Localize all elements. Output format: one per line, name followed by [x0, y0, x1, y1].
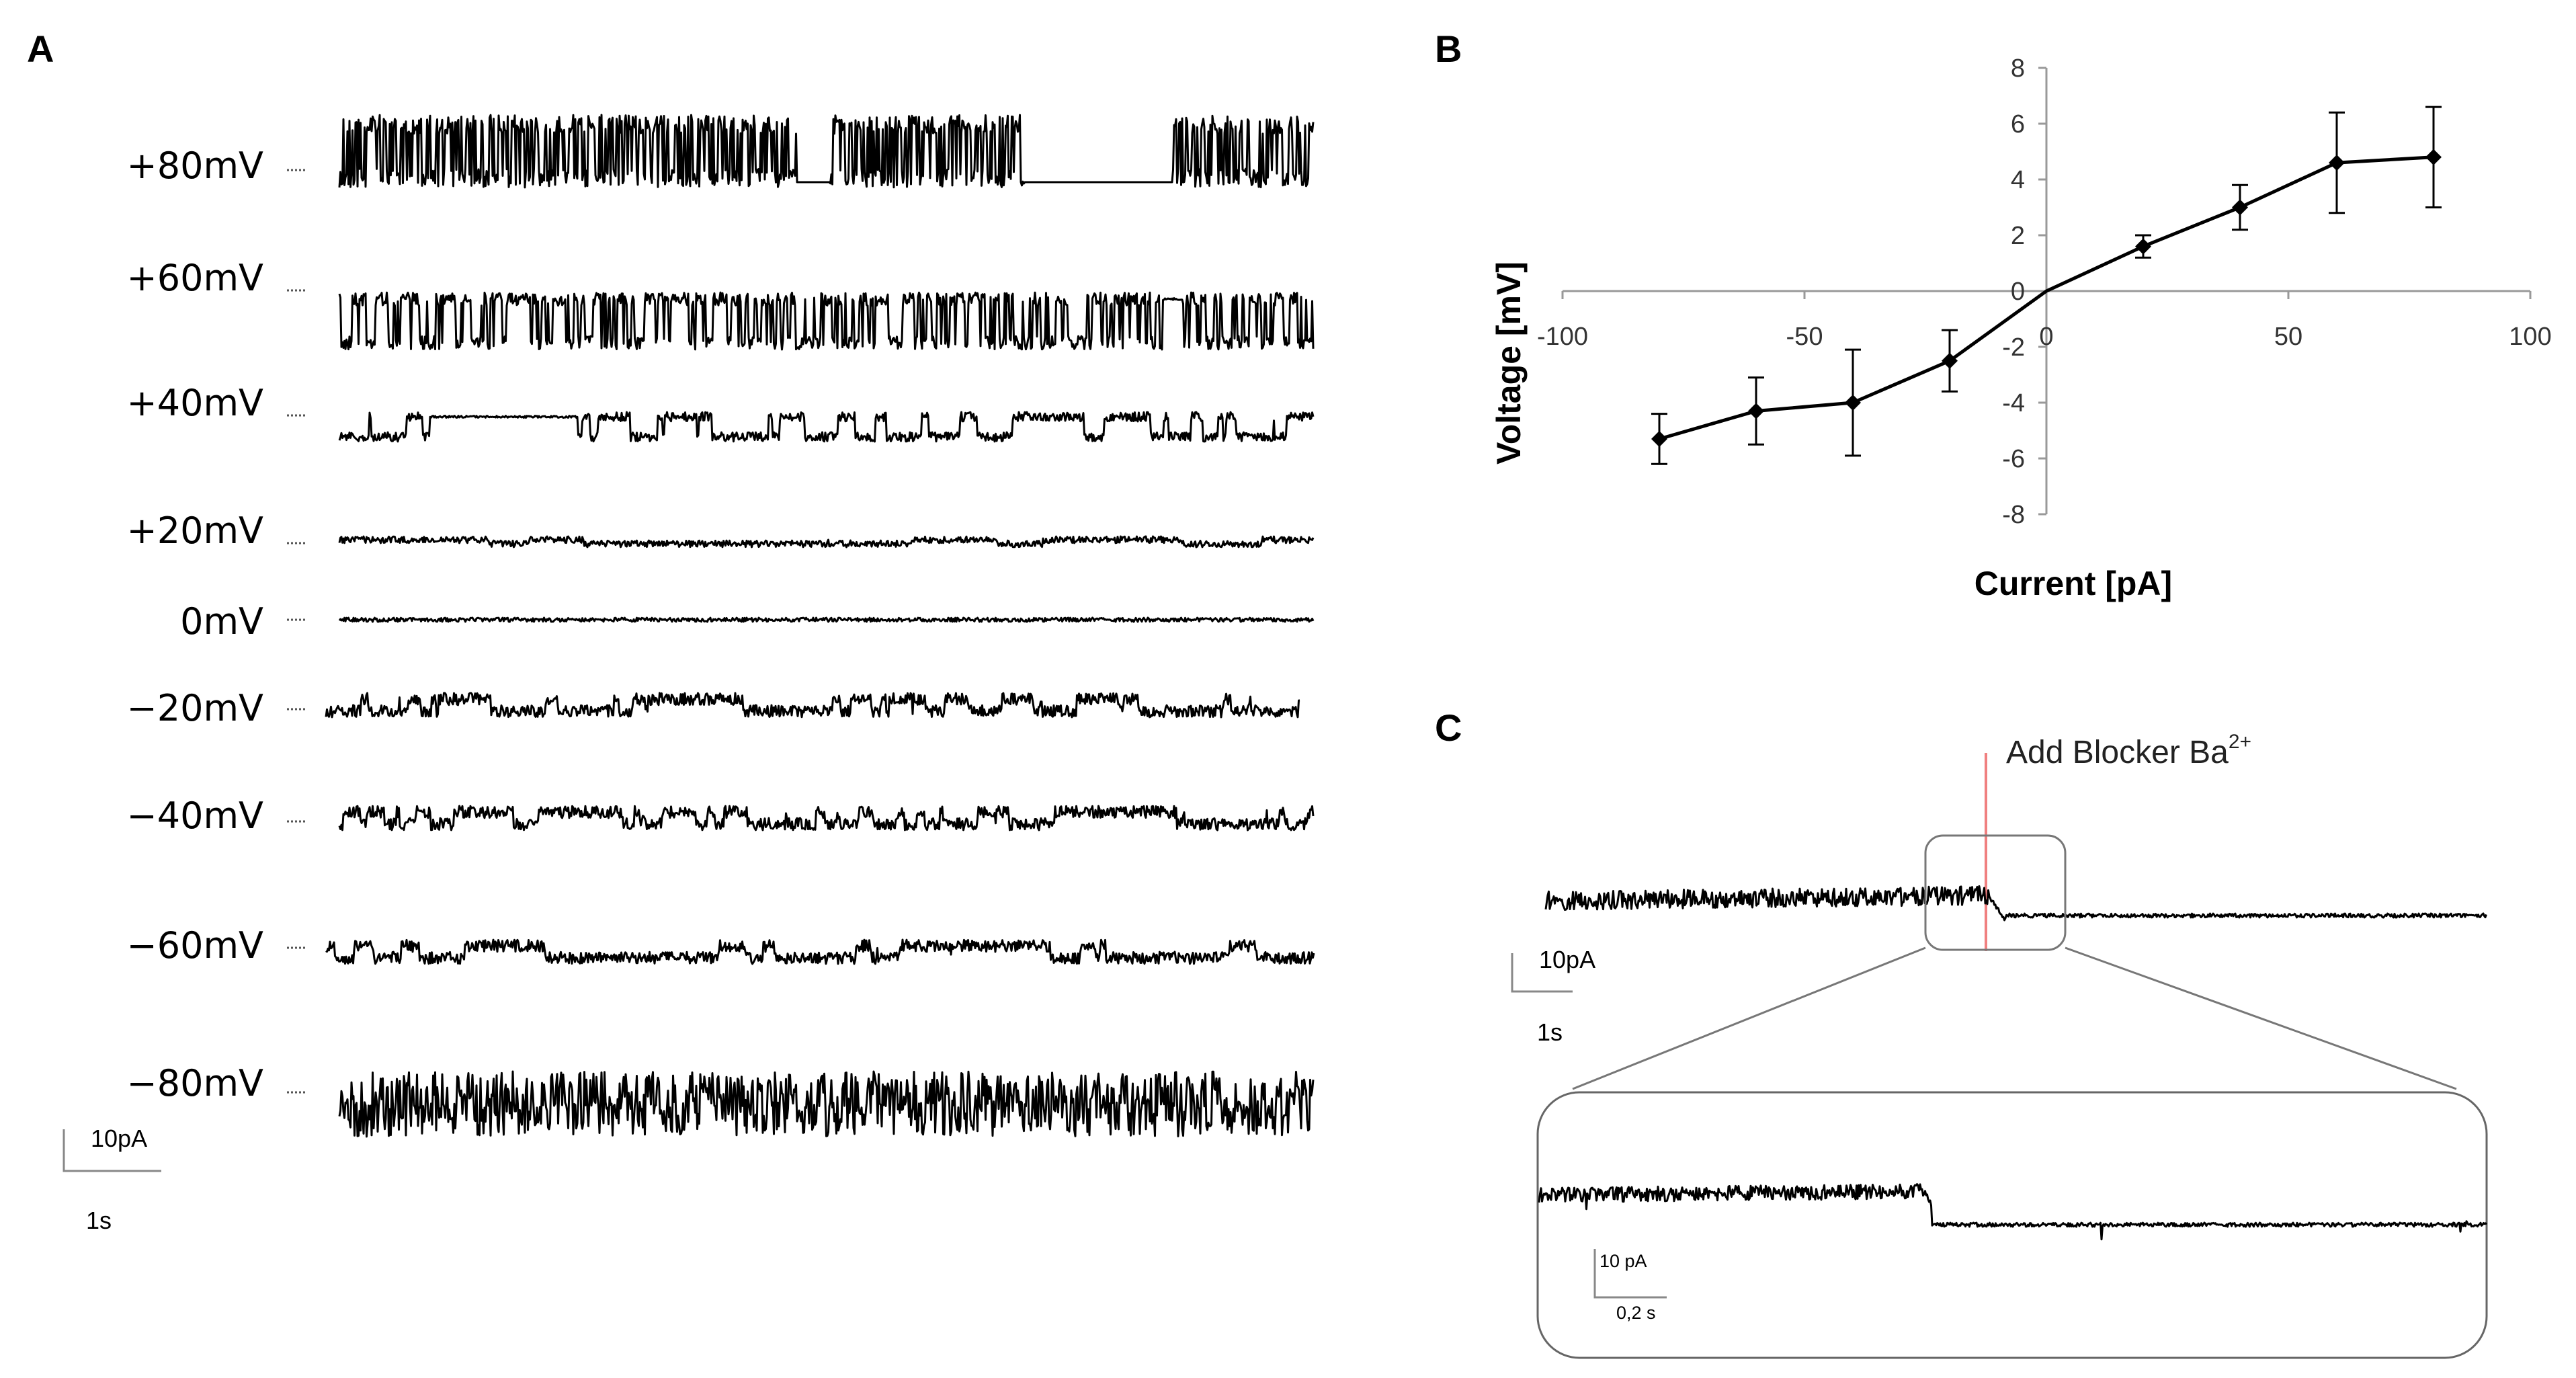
- y-tick-label: -8: [2002, 501, 2025, 529]
- trace-label-plus20: +20mV: [126, 510, 263, 552]
- blocker-trace-path: [1544, 885, 2487, 922]
- trace-path-5: [325, 692, 1300, 719]
- trace-path-0: [338, 114, 1315, 189]
- scale-bar-a: [63, 1129, 161, 1172]
- y-tick-label: 4: [2011, 166, 2025, 194]
- trace-path-4: [338, 616, 1315, 623]
- data-point: [2329, 155, 2345, 171]
- y-tick-label: -6: [2002, 445, 2025, 473]
- trace-label-plus60: +60mV: [126, 257, 263, 299]
- blocker-annotation: Add Blocker Ba2+: [2006, 731, 2251, 770]
- current-traces: [287, 114, 1315, 1138]
- y-tick-label: 6: [2011, 110, 2025, 138]
- zoom-inset-box: [1536, 1091, 2488, 1359]
- trace-label-minus40: −40mV: [126, 795, 263, 837]
- scale-c-x-label: 1s: [1537, 1018, 1563, 1046]
- data-point: [2425, 149, 2442, 165]
- x-tick-label: 50: [2274, 323, 2302, 351]
- scale-bar-c: [1511, 953, 1573, 993]
- x-tick-label: -50: [1786, 323, 1823, 351]
- panel-a-letter: A: [27, 28, 54, 70]
- trace-label-minus80: −80mV: [126, 1062, 263, 1104]
- scale-bar-inset: [1593, 1249, 1667, 1299]
- iv-tick-labels: -100 -50 0 50 100 8 6 4 2 0 -2 -4 -6 -8: [1537, 54, 2552, 529]
- inset-trace: [1538, 1183, 2488, 1241]
- iv-series-line: [1659, 155, 2434, 441]
- iv-chart: -100 -50 0 50 100 8 6 4 2 0 -2 -4 -6 -8: [1537, 54, 2552, 529]
- trace-path-3: [338, 535, 1315, 549]
- data-point: [2135, 238, 2151, 255]
- y-tick-label: 8: [2011, 54, 2025, 83]
- scale-inset-x-label: 0,2 s: [1616, 1303, 1656, 1323]
- data-point: [1942, 352, 1958, 369]
- inset-trace-path: [1538, 1183, 2488, 1241]
- panel-c-letter: C: [1435, 706, 1462, 749]
- trace-path-7: [325, 938, 1315, 965]
- trace-path-8: [338, 1070, 1315, 1138]
- panel-b: B -100 -50 0 50 100 8 6 4 2 0 -2 -4 -6 -8 Current [pA…: [1435, 28, 2552, 602]
- trace-path-6: [338, 805, 1315, 832]
- trace-path-1: [338, 291, 1315, 351]
- y-axis-title: Voltage [mV]: [1490, 261, 1528, 464]
- zoom-connector-right: [2065, 946, 2457, 1090]
- data-point: [1651, 430, 1667, 447]
- trace-label-plus40: +40mV: [126, 382, 263, 424]
- panel-c: C Add Blocker Ba2+ 10pA 1s 10 pA 0,2 s: [1435, 706, 2488, 1359]
- scale-inset-y-label: 10 pA: [1599, 1251, 1647, 1271]
- data-point: [2232, 199, 2248, 216]
- data-point: [1748, 403, 1764, 419]
- x-axis-title: Current [pA]: [1975, 565, 2172, 602]
- y-tick-label: -2: [2002, 333, 2025, 362]
- scale-a-y-label: 10pA: [91, 1125, 147, 1152]
- blocker-trace: [1544, 885, 2487, 922]
- x-tick-label: 100: [2509, 323, 2551, 351]
- trace-label-minus60: −60mV: [126, 924, 263, 967]
- trace-path-2: [338, 411, 1315, 443]
- zoom-connector-left: [1572, 946, 1926, 1090]
- blocker-annotation-superscript: 2+: [2229, 731, 2251, 753]
- trace-label-minus20: −20mV: [126, 687, 263, 729]
- y-tick-label: -4: [2002, 389, 2025, 417]
- x-tick-label: 0: [2039, 323, 2053, 351]
- zoom-region-box: [1924, 834, 2067, 951]
- y-tick-label: 0: [2011, 278, 2025, 306]
- data-point: [1845, 395, 1861, 411]
- scale-a-x-label: 1s: [86, 1207, 112, 1234]
- trace-label-plus80: +80mV: [126, 145, 263, 187]
- scale-c-y-label: 10pA: [1539, 946, 1595, 973]
- iv-data-points: [1651, 149, 2442, 447]
- trace-label-0: 0mV: [180, 600, 263, 643]
- panel-a: A +80mV +60mV +40mV +20mV 0mV −20mV −40m…: [27, 28, 1315, 1234]
- y-tick-label: 2: [2011, 222, 2025, 250]
- x-tick-label: -100: [1537, 323, 1588, 351]
- panel-b-letter: B: [1435, 28, 1462, 70]
- blocker-annotation-text: Add Blocker Ba: [2006, 735, 2229, 770]
